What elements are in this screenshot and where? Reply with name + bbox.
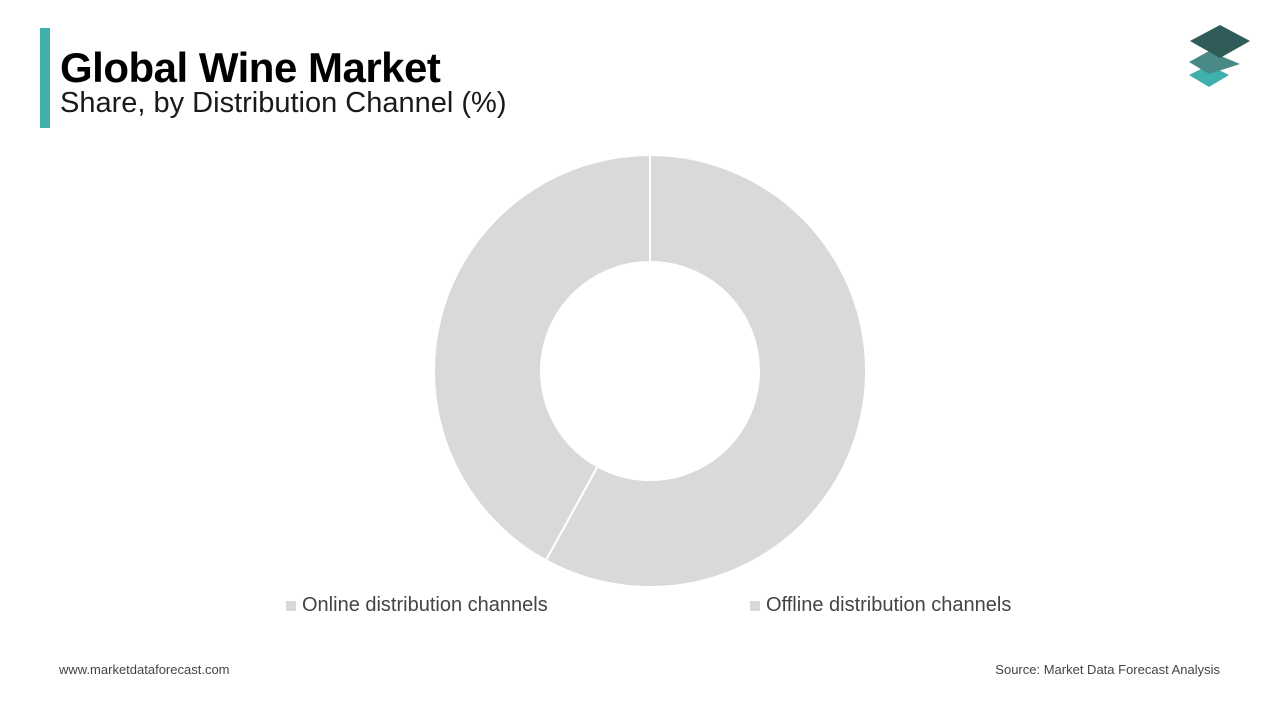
chart-legend: Online distribution channels Offline dist… (0, 594, 1280, 624)
layers-logo-icon (1189, 25, 1250, 87)
legend-label: Online distribution channels (302, 594, 548, 616)
footer-source: Source: Market Data Forecast Analysis (995, 662, 1220, 677)
logo-layer-middle (1189, 51, 1240, 74)
donut-slice-1[interactable] (544, 153, 867, 588)
accent-bar (40, 28, 50, 128)
logo-layer-top (1190, 25, 1250, 58)
legend-swatch (286, 600, 296, 611)
donut-slices (433, 153, 867, 588)
chart-title: Global Wine Market (60, 44, 441, 91)
footer-website[interactable]: www.marketdataforecast.com (59, 662, 230, 677)
donut-slice-2[interactable] (433, 153, 651, 562)
legend-item-2[interactable]: Offline distribution channels (750, 594, 1011, 617)
legend-item-1[interactable]: Online distribution channels (286, 594, 548, 617)
legend-label: Offline distribution channels (766, 594, 1012, 616)
legend-swatch (750, 600, 760, 611)
chart-subtitle: Share, by Distribution Channel (%) (60, 87, 507, 119)
